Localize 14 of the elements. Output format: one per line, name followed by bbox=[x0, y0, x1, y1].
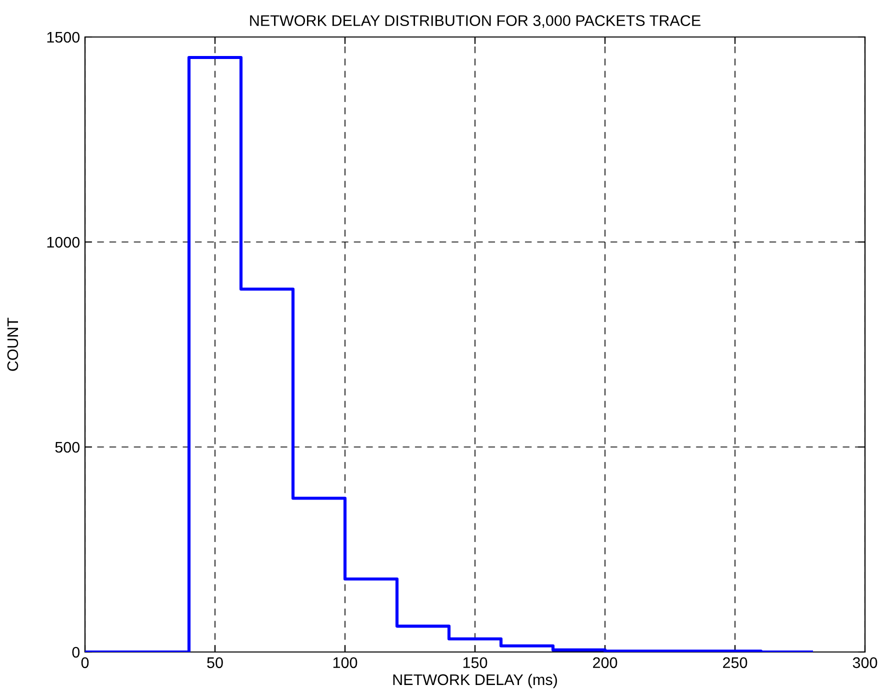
y-tick-label: 500 bbox=[55, 442, 80, 453]
x-axis-title: NETWORK DELAY (ms) bbox=[393, 674, 557, 688]
y-axis-title: COUNT bbox=[7, 318, 18, 371]
x-tick-label: 250 bbox=[723, 657, 748, 668]
y-tick-label: 1500 bbox=[47, 32, 80, 43]
x-tick-label: 100 bbox=[333, 657, 358, 668]
y-tick-label: 1000 bbox=[47, 236, 80, 248]
x-tick-label: 200 bbox=[593, 657, 618, 668]
x-tick-label: 50 bbox=[207, 657, 223, 668]
chart-title: NETWORK DELAY DISTRIBUTION FOR 3,000 PACKETS TRACE bbox=[250, 15, 700, 28]
x-tick-label: 150 bbox=[463, 657, 488, 668]
x-tick-label: 300 bbox=[852, 657, 878, 668]
y-tick-label: 0 bbox=[72, 646, 80, 658]
x-tick-label: 0 bbox=[81, 657, 89, 668]
